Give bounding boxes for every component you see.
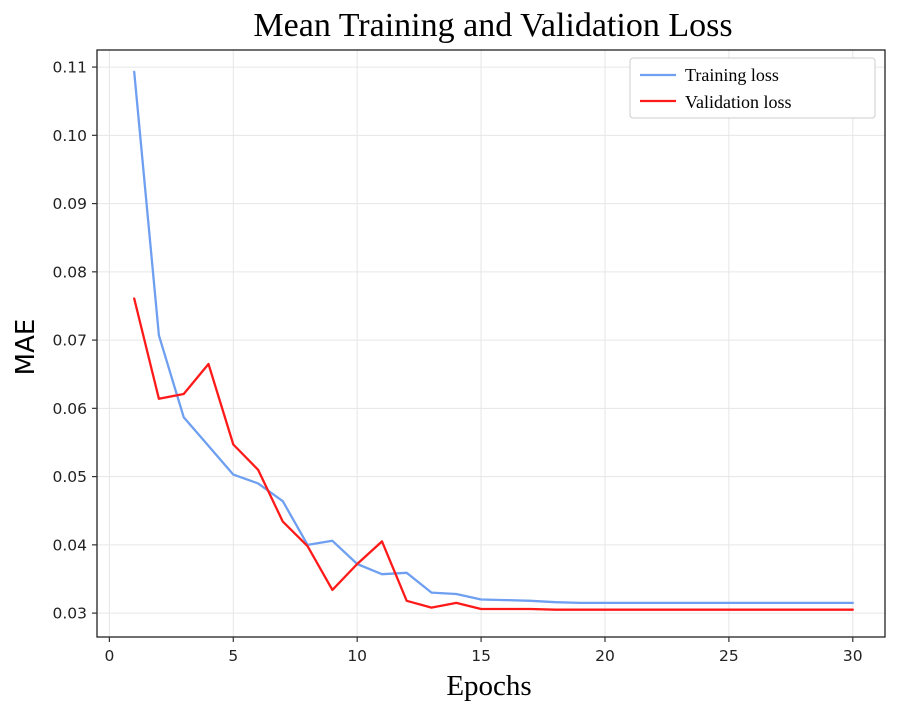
training-loss-line: [133, 70, 854, 605]
x-tick-label: 25: [719, 647, 739, 665]
axis-ticks: 0 5 10 15 20 25 30 0.03 0.04 0.05 0.06 0.07 0.08 0.09…: [52, 59, 862, 665]
legend-box: [629, 57, 876, 119]
legend: Training loss Validation loss: [629, 57, 876, 119]
x-tick-label: 5: [228, 647, 238, 665]
y-tick-label: 0.09: [52, 195, 87, 213]
x-tick-label: 30: [843, 647, 863, 665]
series-lines: [133, 70, 854, 611]
y-axis-label: MAE: [11, 319, 41, 376]
y-tick-label: 0.03: [52, 605, 87, 623]
y-tick-label: 0.07: [52, 332, 87, 350]
legend-label-training: Training loss: [685, 65, 779, 85]
chart-title: Mean Training and Validation Loss: [253, 7, 732, 44]
x-tick-label: 15: [471, 647, 491, 665]
plot-frame: [96, 49, 886, 638]
y-tick-label: 0.11: [52, 59, 87, 77]
y-tick-label: 0.04: [52, 536, 87, 554]
validation-loss-line: [133, 297, 854, 611]
y-tick-label: 0.05: [52, 468, 87, 486]
grid: [97, 50, 885, 637]
x-axis-label: Epochs: [446, 670, 531, 702]
x-tick-label: 20: [595, 647, 615, 665]
y-tick-label: 0.08: [52, 263, 87, 281]
x-tick-label: 10: [347, 647, 367, 665]
y-tick-label: 0.06: [52, 400, 87, 418]
x-tick-label: 0: [104, 647, 114, 665]
y-tick-label: 0.10: [52, 127, 87, 145]
legend-label-validation: Validation loss: [685, 92, 792, 112]
